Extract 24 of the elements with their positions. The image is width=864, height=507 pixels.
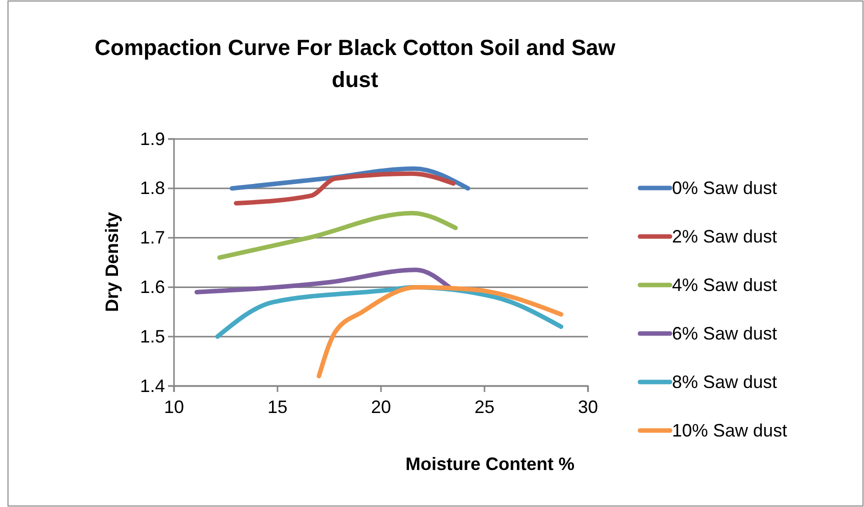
y-tick-label: 1.5 <box>140 326 165 346</box>
chart-title: Compaction Curve For Black Cotton Soil and Saw dust <box>94 35 616 92</box>
y-tick-label: 1.4 <box>140 376 165 396</box>
line-series <box>316 284 564 378</box>
y-axis-title: Dry Density <box>102 212 122 312</box>
x-axis-title: Moisture Content % <box>406 454 574 474</box>
y-tick-label: 1.7 <box>140 228 165 248</box>
y-tick-label: 1.9 <box>140 128 165 149</box>
legend-label: 4% Saw dust <box>672 275 778 295</box>
y-tick-label: 1.8 <box>140 178 165 198</box>
legend-label: 6% Saw dust <box>672 324 778 344</box>
legend-label: 0% Saw dust <box>672 178 778 198</box>
legend-label: 10% Saw dust <box>672 420 788 440</box>
x-tick-label: 15 <box>267 397 288 417</box>
y-tick-label: 1.6 <box>140 276 165 297</box>
line-series <box>217 210 458 260</box>
x-tick-label: 25 <box>474 397 495 417</box>
x-tick-label: 30 <box>578 397 598 417</box>
line-series <box>194 268 452 294</box>
legend-label: 2% Saw dust <box>672 226 778 246</box>
line-series <box>234 171 456 206</box>
legend-label: 8% Saw dust <box>672 372 778 392</box>
x-tick-label: 20 <box>370 397 392 417</box>
x-tick-label: 10 <box>164 397 184 417</box>
